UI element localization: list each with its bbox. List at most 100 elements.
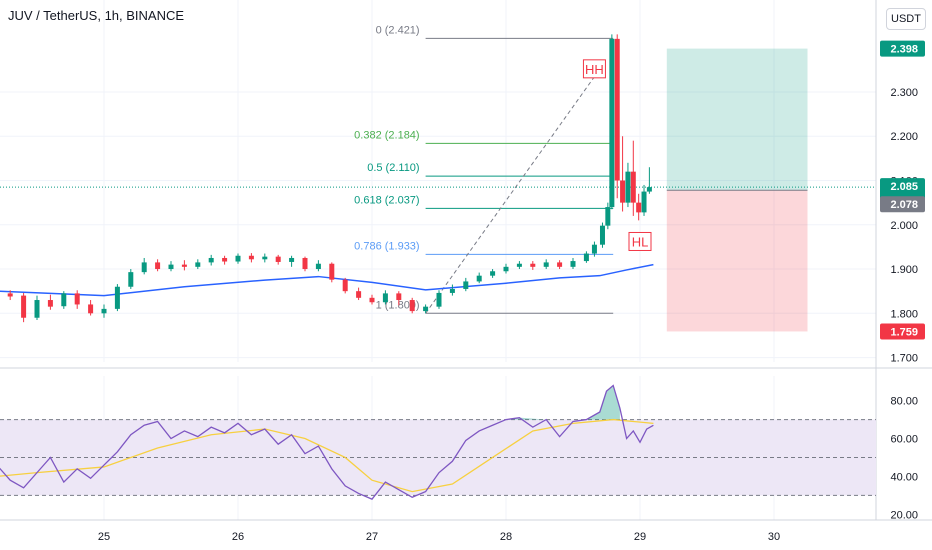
candle-body — [423, 306, 429, 312]
candle — [436, 290, 442, 309]
target-price-value: 2.398 — [890, 44, 918, 56]
candle — [195, 259, 201, 270]
candle-body — [625, 171, 631, 203]
candle-body — [599, 225, 605, 245]
current-price-value: 2.085 — [890, 181, 918, 193]
candle — [248, 253, 254, 263]
candle — [409, 297, 415, 314]
candle-body — [436, 292, 442, 307]
candle-body — [141, 262, 147, 273]
candle-body — [7, 293, 13, 297]
candle — [289, 255, 295, 267]
candle — [396, 291, 402, 306]
candle-body — [47, 300, 53, 307]
price-axis-tick: 1.900 — [890, 264, 918, 276]
annotation-box — [628, 231, 652, 251]
candle — [516, 261, 522, 270]
candle-body — [516, 263, 522, 267]
time-axis-tick: 27 — [366, 531, 378, 543]
candle — [543, 259, 549, 270]
candle-body — [570, 261, 576, 267]
candle-body — [168, 264, 174, 270]
candle — [530, 261, 536, 270]
candle-body — [530, 263, 536, 267]
candle-body — [641, 191, 647, 213]
fib-trend-line — [425, 65, 603, 314]
annotation-box — [582, 59, 606, 79]
candle — [620, 136, 626, 212]
candle-body — [356, 291, 362, 298]
candle — [356, 287, 362, 301]
time-axis-tick: 26 — [232, 531, 244, 543]
price-axis-tick: 1.700 — [890, 353, 918, 365]
candle-body — [302, 257, 308, 270]
candle — [570, 257, 576, 270]
candle-body — [449, 288, 455, 293]
fib-level-label: 0.382 (2.184) — [354, 129, 419, 141]
candle — [646, 167, 652, 194]
candle — [61, 291, 67, 309]
candle-body — [636, 202, 642, 213]
candle-body — [630, 171, 636, 203]
candle — [636, 193, 642, 221]
fib-level-label: 0.786 (1.933) — [354, 240, 419, 252]
candle-body — [289, 257, 295, 262]
price-axis-tick: 2.300 — [890, 87, 918, 99]
position-profit-zone — [666, 48, 808, 191]
chart-title: JUV / TetherUS, 1h, BINANCE — [8, 8, 185, 23]
candle-body — [591, 244, 597, 254]
candle — [262, 253, 268, 263]
candle-body — [369, 297, 375, 303]
time-axis-tick: 25 — [98, 531, 110, 543]
rsi-axis-tick: 20.00 — [890, 509, 918, 521]
stop-price-tag — [880, 323, 925, 340]
fib-level-label: 0.618 (2.037) — [354, 194, 419, 206]
candle — [342, 277, 348, 294]
stop-price-value: 1.759 — [890, 326, 918, 338]
target-price-tag — [880, 40, 925, 57]
candle — [605, 202, 611, 230]
candle-body — [74, 293, 80, 305]
candle — [599, 222, 605, 248]
annotation-label: HH — [585, 62, 604, 77]
price-axis-tick: 2.200 — [890, 131, 918, 143]
candle-body — [614, 38, 620, 181]
candle — [449, 284, 455, 296]
candle — [302, 256, 308, 272]
rsi-axis-tick: 40.00 — [890, 471, 918, 483]
candle-body — [181, 264, 187, 267]
rsi-axis-tick: 60.00 — [890, 434, 918, 446]
candle-body — [34, 300, 40, 318]
candle — [47, 294, 53, 310]
candle-body — [114, 286, 120, 309]
price-axis-tick: 1.800 — [890, 308, 918, 320]
candle-body — [235, 255, 241, 262]
candle-body — [490, 271, 496, 276]
candle-body — [396, 293, 402, 301]
candle-body — [342, 279, 348, 292]
candle-body — [21, 295, 27, 318]
candle — [503, 263, 509, 274]
candle-body — [463, 281, 469, 289]
candle — [114, 284, 120, 312]
candle — [141, 257, 147, 275]
candle — [315, 260, 321, 272]
candle-body — [503, 266, 509, 272]
candle-body — [557, 262, 563, 267]
candle-body — [101, 308, 107, 314]
candle — [74, 290, 80, 309]
candle — [329, 262, 335, 283]
candle-body — [208, 257, 214, 263]
candle-body — [262, 256, 268, 260]
candle — [369, 294, 375, 305]
candle — [208, 254, 214, 266]
candle — [591, 241, 597, 257]
candle-body — [315, 263, 321, 270]
candle-body — [409, 300, 415, 312]
candle — [155, 259, 161, 272]
currency-unit-button[interactable]: USDT — [886, 8, 926, 30]
candle — [181, 260, 187, 271]
candle — [7, 290, 13, 301]
candle-body — [275, 256, 281, 262]
